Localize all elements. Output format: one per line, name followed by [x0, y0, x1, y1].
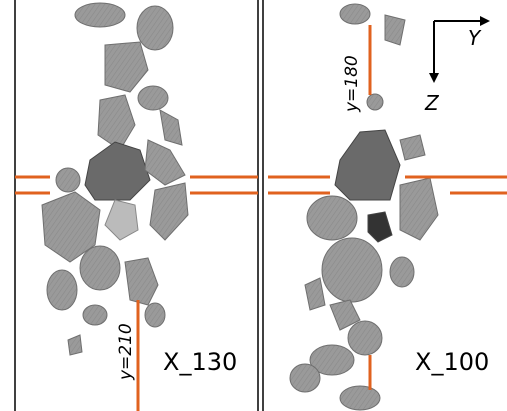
- panel-label: X_100: [415, 348, 489, 376]
- left-grains: [42, 3, 188, 355]
- panel-label: X_130: [163, 348, 237, 376]
- line-label: y=210: [116, 323, 136, 381]
- cut-lines-right: [268, 25, 507, 390]
- page: {"panels": [{"label": "X_130", "line_lab…: [0, 0, 507, 411]
- axes-indicator: Y Z: [424, 16, 490, 115]
- axis-label: Y: [468, 26, 482, 50]
- axis-label: Z: [424, 91, 440, 115]
- line-label: y=180: [342, 55, 362, 113]
- figure: Y Z X_130 X_100 y=210 y=180: [0, 0, 507, 411]
